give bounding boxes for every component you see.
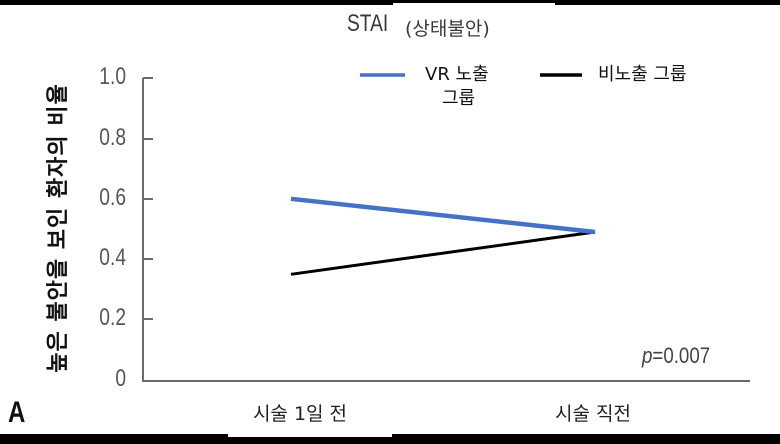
panel-label: A xyxy=(8,396,26,429)
chart-subtitle: (상태불안) xyxy=(405,18,490,40)
legend-label-vr-line2: 그룹 xyxy=(442,88,476,109)
series-line-non-exposed xyxy=(290,230,596,276)
legend-label-vr-line1: VR 노출 xyxy=(425,64,489,85)
y-tick-label: 1.0 xyxy=(99,63,126,90)
y-tick-label: 0.4 xyxy=(99,244,126,271)
p-symbol: p xyxy=(642,343,653,368)
bottom-border-gap xyxy=(228,434,392,437)
y-tick-label: 0.2 xyxy=(99,304,126,331)
top-border xyxy=(0,0,780,5)
y-tick-label: 0 xyxy=(115,365,126,392)
y-tick-label: 0.6 xyxy=(99,184,126,211)
legend-label-non: 비노출 그룹 xyxy=(598,64,687,85)
x-tick-label: 시술 1일 전 xyxy=(252,403,348,425)
top-border-gap xyxy=(393,3,555,5)
axes xyxy=(142,77,750,382)
x-tick-label: 시술 직전 xyxy=(555,403,631,425)
series-line-vr-exposed xyxy=(290,196,596,235)
p-value: =0.007 xyxy=(652,343,711,368)
bottom-border xyxy=(0,434,780,444)
p-value-annotation: p=0.007 xyxy=(642,343,710,369)
chart-title: STAI xyxy=(347,10,389,37)
y-tick-label: 0.8 xyxy=(99,124,126,151)
